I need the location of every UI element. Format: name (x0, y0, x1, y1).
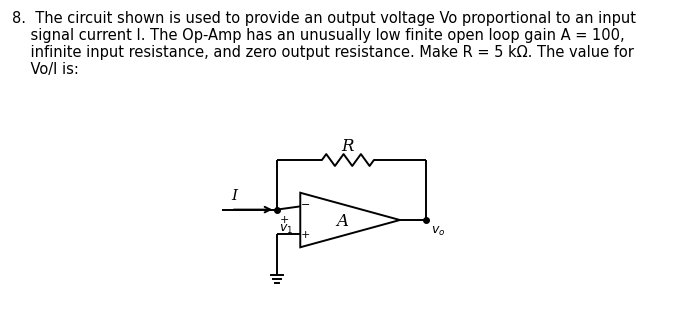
Text: infinite input resistance, and zero output resistance. Make R = 5 kΩ. The value : infinite input resistance, and zero outp… (12, 45, 634, 60)
Text: +: + (279, 215, 289, 225)
Text: Vo/I is:: Vo/I is: (12, 62, 78, 77)
Text: A: A (336, 214, 348, 230)
Text: I: I (232, 189, 237, 203)
Text: $v_1$: $v_1$ (279, 222, 293, 236)
Text: +: + (301, 230, 310, 240)
Text: $v_o$: $v_o$ (431, 225, 445, 238)
Text: signal current I. The Op-Amp has an unusually low finite open loop gain A = 100,: signal current I. The Op-Amp has an unus… (12, 28, 624, 43)
Text: −: − (301, 200, 310, 210)
Text: R: R (342, 138, 354, 155)
Text: 8.  The circuit shown is used to provide an output voltage Vo proportional to an: 8. The circuit shown is used to provide … (12, 11, 636, 26)
